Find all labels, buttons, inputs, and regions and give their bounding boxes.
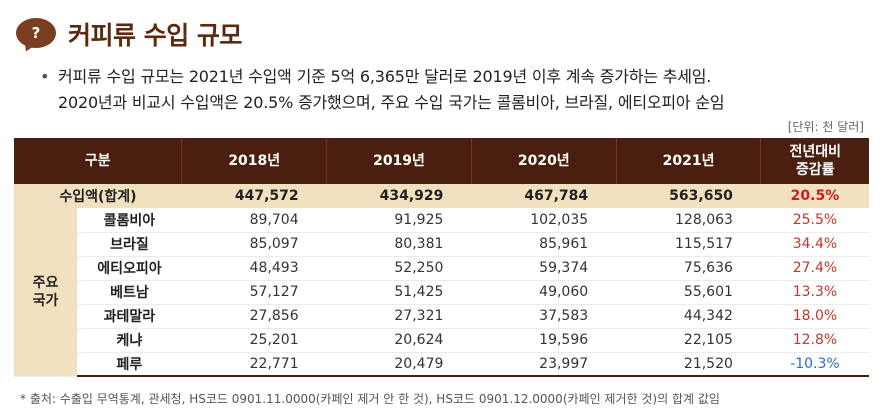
source-footnote: * 출처: 수출입 무역통계, 관세청, HS코드 0901.11.0000(카… [20, 392, 720, 406]
summary-line-2: 2020년과 비교시 수입액은 20.5% 증가했으며, 주요 수입 국가는 콜… [58, 93, 725, 112]
total-row: 수입액(합계) 447,572 434,929 467,784 563,650 … [14, 184, 869, 208]
table-cell: 20,624 [326, 328, 472, 353]
table-cell: 48,493 [181, 256, 327, 281]
country-name: 브라질 [76, 232, 182, 257]
change-cell: 13.3% [760, 280, 869, 305]
summary-line-1: • 커피류 수입 규모는 2021년 수입액 기준 5억 6,365만 달러로 2… [40, 64, 870, 90]
summary-text: • 커피류 수입 규모는 2021년 수입액 기준 5억 6,365만 달러로 2… [40, 64, 870, 116]
header-2020: 2020년 [471, 138, 617, 184]
section-heading: ? 커피류 수입 규모 [14, 14, 242, 55]
change-cell: 18.0% [760, 304, 869, 329]
table-cell: 115,517 [616, 232, 761, 257]
header-2021: 2021년 [616, 138, 762, 184]
table-cell: 52,250 [326, 256, 472, 281]
total-label: 수입액(합계) [14, 184, 182, 208]
header-category: 구분 [14, 138, 183, 184]
table-cell: 89,704 [181, 208, 327, 233]
table-cell: 25,201 [181, 328, 327, 353]
header-2018: 2018년 [181, 138, 328, 184]
table-cell: 80,381 [326, 232, 472, 257]
table-header-row: 구분 2018년 2019년 2020년 2021년 전년대비 증감률 [14, 138, 869, 184]
change-cell: 34.4% [760, 232, 869, 257]
header-2019: 2019년 [326, 138, 472, 184]
table-cell: 21,520 [616, 352, 761, 377]
table-cell: 19,596 [471, 328, 617, 353]
country-name: 페루 [76, 352, 182, 377]
total-change: 20.5% [760, 184, 869, 208]
table-cell: 75,636 [616, 256, 761, 281]
table-cell: 57,127 [181, 280, 327, 305]
change-cell: 27.4% [760, 256, 869, 281]
table-cell: 23,997 [471, 352, 617, 377]
country-name: 과테말라 [76, 304, 182, 329]
change-cell: 25.5% [760, 208, 869, 233]
table-cell: 27,321 [326, 304, 472, 329]
table-row: 에티오피아 48,493 52,250 59,374 75,636 27.4% [14, 256, 869, 281]
table-row: 브라질 85,097 80,381 85,961 115,517 34.4% [14, 232, 869, 257]
page-title: 커피류 수입 규모 [68, 21, 242, 50]
table-row: 주요 국가 콜롬비아 89,704 91,925 102,035 128,063 … [14, 208, 869, 377]
table-row: 과테말라 27,856 27,321 37,583 44,342 18.0% [14, 304, 869, 329]
table-cell: 22,771 [181, 352, 327, 377]
question-speech-bubble-icon: ? [14, 16, 58, 55]
group-label: 주요 국가 [14, 208, 77, 377]
table-cell: 128,063 [616, 208, 761, 233]
country-name: 에티오피아 [76, 256, 182, 281]
table-cell: 44,342 [616, 304, 761, 329]
table-row: 베트남 57,127 51,425 49,060 55,601 13.3% [14, 280, 869, 305]
unit-label: [단위: 천 달러] [787, 120, 864, 134]
country-name: 케냐 [76, 328, 182, 353]
coffee-import-table: 구분 2018년 2019년 2020년 2021년 전년대비 증감률 수입액(합… [14, 138, 869, 377]
table-cell: 434,929 [326, 184, 472, 208]
table-cell: 85,097 [181, 232, 327, 257]
change-cell: 12.8% [760, 328, 869, 353]
country-name: 콜롬비아 [76, 208, 182, 233]
table-cell: 91,925 [326, 208, 472, 233]
table-cell: 563,650 [616, 184, 761, 208]
table-cell: 59,374 [471, 256, 617, 281]
change-cell: -10.3% [760, 352, 869, 377]
country-name: 베트남 [76, 280, 182, 305]
header-change: 전년대비 증감률 [760, 138, 869, 184]
table-cell: 102,035 [471, 208, 617, 233]
table-cell: 20,479 [326, 352, 472, 377]
table-cell: 447,572 [181, 184, 327, 208]
table-row: 케냐 25,201 20,624 19,596 22,105 12.8% [14, 328, 869, 353]
table-cell: 22,105 [616, 328, 761, 353]
table-cell: 85,961 [471, 232, 617, 257]
table-cell: 467,784 [471, 184, 617, 208]
table-row: 페루 22,771 20,479 23,997 21,520 -10.3% [14, 352, 869, 377]
table-cell: 55,601 [616, 280, 761, 305]
table-cell: 51,425 [326, 280, 472, 305]
bullet-icon: • [40, 67, 50, 86]
table-cell: 27,856 [181, 304, 327, 329]
table-cell: 49,060 [471, 280, 617, 305]
table-cell: 37,583 [471, 304, 617, 329]
